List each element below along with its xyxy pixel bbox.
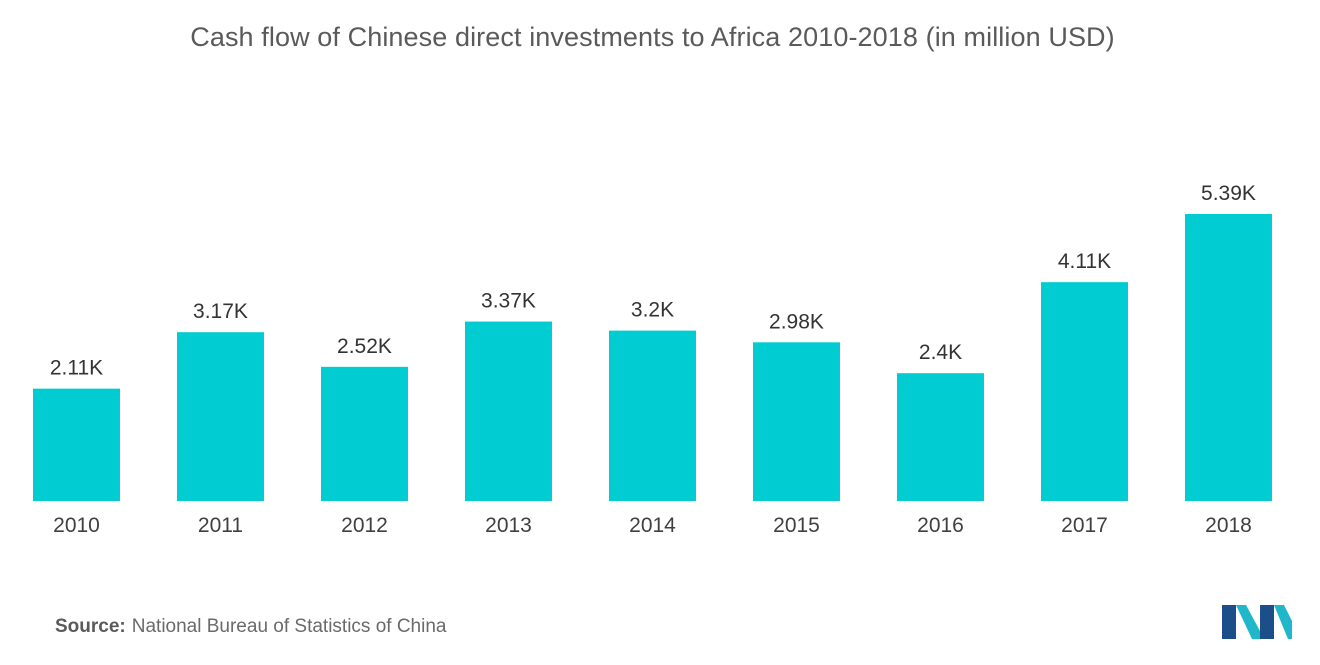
- source-note: Source: National Bureau of Statistics of …: [55, 616, 446, 638]
- bar-2015: [753, 342, 840, 501]
- bar-2012: [321, 366, 408, 501]
- source-text: National Bureau of Statistics of China: [131, 616, 447, 637]
- x-tick-label-2014: 2014: [629, 514, 676, 537]
- x-tick-label-2015: 2015: [773, 514, 820, 537]
- x-tick-label-2013: 2013: [485, 514, 532, 537]
- value-label-2015: 2.98K: [769, 310, 824, 333]
- value-label-2018: 5.39K: [1201, 182, 1256, 205]
- value-label-2017: 4.11K: [1058, 250, 1111, 273]
- x-tick-label-2011: 2011: [198, 514, 243, 537]
- value-labels-group: 2.11K 3.17K 2.52K 3.37K 3.2K 2.98K 2.4K 4.11K 5.…: [50, 182, 1256, 380]
- bar-2014: [609, 330, 696, 501]
- bar-2011: [177, 332, 264, 501]
- value-label-2014: 3.2K: [631, 299, 674, 322]
- x-tick-label-2010: 2010: [53, 514, 100, 537]
- source-label: Source:: [55, 616, 126, 637]
- bar-2013: [465, 321, 552, 501]
- x-tick-labels-group: 2010 2011 2012 2013 2014 2015 2016 2017 2018: [53, 514, 1252, 537]
- chart-title: Cash flow of Chinese direct investments …: [190, 22, 1115, 52]
- bar-2018: [1185, 214, 1272, 501]
- value-label-2013: 3.37K: [481, 290, 536, 313]
- bar-chart: 2.11K 3.17K 2.52K 3.37K 3.2K 2.98K 2.4K 4.11K 5.…: [33, 182, 1272, 537]
- value-label-2016: 2.4K: [919, 341, 962, 364]
- value-label-2011: 3.17K: [193, 300, 248, 323]
- value-label-2012: 2.52K: [337, 335, 392, 358]
- mordor-intelligence-logo-icon: [1222, 605, 1292, 639]
- bar-2017: [1041, 282, 1128, 501]
- x-tick-label-2017: 2017: [1061, 514, 1108, 537]
- x-tick-label-2016: 2016: [917, 514, 964, 537]
- bars-group: [33, 214, 1272, 501]
- x-tick-label-2018: 2018: [1205, 514, 1252, 537]
- bar-2016: [897, 373, 984, 501]
- bar-2010: [33, 388, 120, 501]
- x-tick-label-2012: 2012: [341, 514, 388, 537]
- value-label-2010: 2.11K: [50, 357, 103, 380]
